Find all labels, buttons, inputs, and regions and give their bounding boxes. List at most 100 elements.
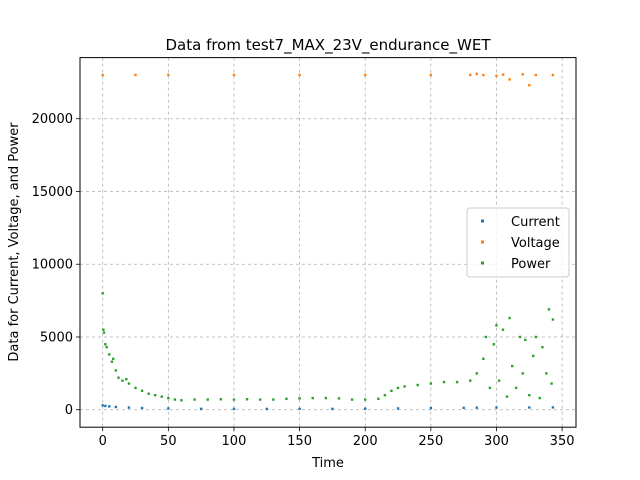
current-point xyxy=(298,407,301,411)
grid xyxy=(80,57,576,428)
power-point xyxy=(469,379,472,382)
voltage-point xyxy=(551,73,555,77)
voltage-point xyxy=(364,73,367,77)
power-point xyxy=(442,380,446,384)
power-point xyxy=(383,393,387,397)
x-tick-label: 0 xyxy=(99,434,107,449)
power-point xyxy=(104,343,107,346)
power-point xyxy=(390,389,393,393)
x-tick-label: 50 xyxy=(160,434,177,449)
power-point xyxy=(538,396,541,400)
power-point xyxy=(501,328,505,331)
current-point xyxy=(265,407,268,411)
power-point xyxy=(532,354,535,358)
x-tick-label: 350 xyxy=(550,434,575,449)
power-point xyxy=(101,292,104,295)
data-points xyxy=(101,72,555,411)
voltage-point xyxy=(134,73,137,77)
voltage-point xyxy=(232,73,236,77)
power-point xyxy=(416,383,419,387)
series-power xyxy=(101,292,555,402)
power-point xyxy=(377,397,380,401)
power-point xyxy=(518,335,522,339)
x-tick-label: 200 xyxy=(353,434,378,449)
power-point xyxy=(521,372,524,375)
power-point xyxy=(114,369,118,372)
voltage-point xyxy=(521,73,524,76)
power-point xyxy=(324,396,328,400)
current-point xyxy=(199,407,203,411)
x-tick-label: 150 xyxy=(287,434,312,449)
current-point xyxy=(114,405,118,409)
series-voltage xyxy=(101,72,555,87)
voltage-point xyxy=(475,72,478,76)
legend-frame xyxy=(466,207,570,278)
power-point xyxy=(140,389,144,393)
legend-marker xyxy=(481,240,484,244)
power-point xyxy=(121,379,124,382)
power-point xyxy=(259,398,262,401)
legend-marker xyxy=(481,261,484,265)
current-point xyxy=(127,406,131,409)
power-point xyxy=(160,395,163,398)
y-tick-label: 15000 xyxy=(32,185,73,200)
power-point xyxy=(497,379,501,382)
x-axis-label: Time xyxy=(311,456,344,471)
legend-label: Voltage xyxy=(511,236,560,251)
y-tick-label: 10000 xyxy=(32,258,73,273)
voltage-point xyxy=(534,73,538,77)
power-point xyxy=(547,308,551,311)
current-point xyxy=(551,406,555,409)
current-point xyxy=(101,404,104,407)
current-point xyxy=(475,406,478,409)
power-point xyxy=(102,331,106,334)
current-point xyxy=(108,405,111,408)
power-point xyxy=(219,398,223,401)
voltage-point xyxy=(495,74,498,77)
power-point xyxy=(193,398,196,401)
power-point xyxy=(112,357,115,361)
power-point xyxy=(492,343,496,346)
voltage-point xyxy=(167,73,170,77)
current-point xyxy=(140,406,144,410)
power-point xyxy=(508,316,511,320)
power-point xyxy=(147,392,150,395)
power-point xyxy=(154,393,157,397)
power-point xyxy=(298,397,301,400)
power-point xyxy=(108,353,111,356)
y-tick-label: 20000 xyxy=(32,112,73,127)
y-axis-ticks: 0 5000 10000 15000 20000 xyxy=(32,112,80,418)
x-axis-ticks: 0 50 100 150 200 250 300 350 xyxy=(99,427,575,449)
power-point xyxy=(455,380,459,384)
current-point xyxy=(331,407,334,411)
current-point xyxy=(528,406,531,409)
current-point xyxy=(232,407,236,411)
power-point xyxy=(125,377,128,381)
power-point xyxy=(180,399,183,402)
power-point xyxy=(337,397,341,400)
power-point xyxy=(311,396,314,400)
power-point xyxy=(534,335,538,339)
y-tick-label: 5000 xyxy=(40,330,73,345)
voltage-point xyxy=(528,84,531,87)
power-point xyxy=(551,318,555,321)
legend-label: Current xyxy=(511,215,560,230)
power-point xyxy=(514,386,518,390)
power-point xyxy=(245,398,249,401)
y-axis-label: Data for Current, Voltage, and Power xyxy=(7,122,22,362)
power-point xyxy=(117,376,120,379)
current-point xyxy=(429,406,433,410)
legend: Current Voltage Power xyxy=(466,207,570,278)
power-point xyxy=(429,382,433,385)
power-point xyxy=(495,324,498,327)
power-point xyxy=(134,386,137,390)
power-point xyxy=(511,364,514,368)
voltage-point xyxy=(429,73,433,77)
power-point xyxy=(541,345,544,349)
power-point xyxy=(272,398,275,401)
power-point xyxy=(505,395,509,398)
voltage-point xyxy=(501,73,505,76)
current-point xyxy=(104,404,107,408)
y-tick-label: 0 xyxy=(65,403,73,418)
